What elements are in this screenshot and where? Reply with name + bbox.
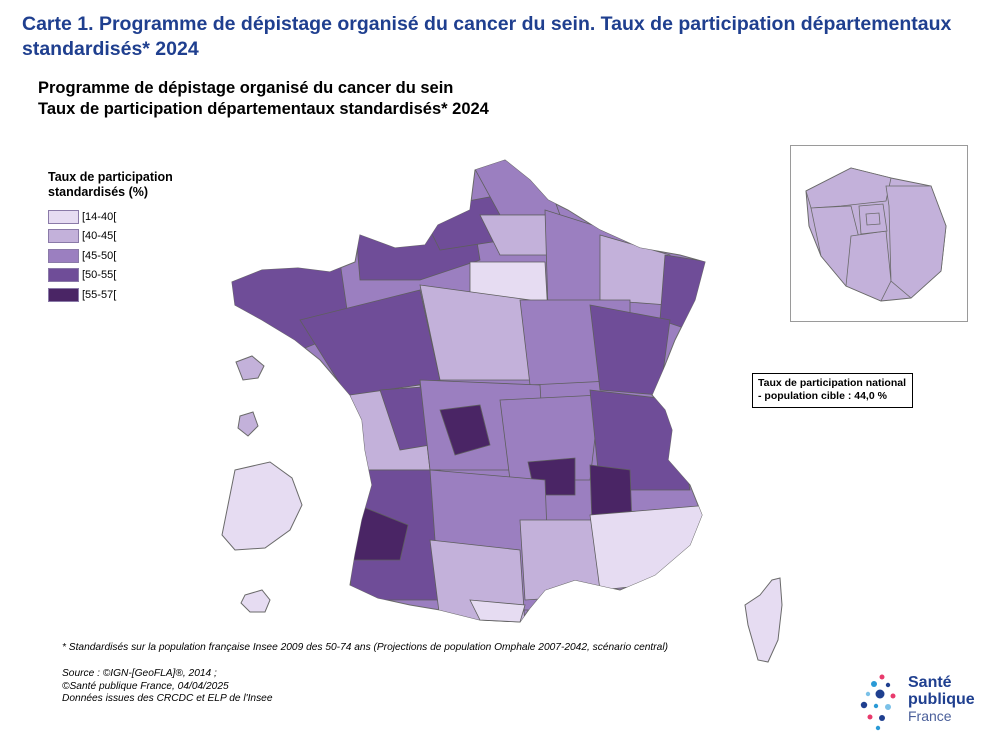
logo-line1: Santé [908,674,952,691]
legend-swatch [48,287,79,302]
legend-label: [45-50[ [82,249,117,262]
dept-haute-vienne [439,404,491,456]
sante-publique-france-logo: Santé publique France [860,672,990,732]
region-rhone-alpes [589,389,691,491]
national-rate-box: Taux de participation national - populat… [752,373,913,408]
legend-item: [14-40[ [48,207,218,227]
logo-dots-icon [860,674,896,731]
ile-de-france-map [805,167,947,302]
footnote: * Standardisés sur la population françai… [62,642,668,653]
source-line3: Données issues des CRCDC et ELP de l'Ins… [62,693,273,704]
logo-text: Santé publique France [908,674,975,725]
idf-seine-et-marne [885,185,947,299]
dept-martinique [237,411,259,437]
map-title-line2: Taux de participation départementaux sta… [38,100,489,118]
legend-label: [50-55[ [82,269,117,282]
dept-corse [744,577,783,663]
legend-item: [45-50[ [48,246,218,266]
legend-swatch [48,268,79,283]
legend-label: [14-40[ [82,210,117,223]
dept-guyane [221,461,303,551]
map-title: Programme de dépistage organisé du cance… [38,78,489,120]
legend-swatch [48,248,79,263]
legend-item: [40-45[ [48,227,218,247]
ile-de-france-inset [790,145,968,322]
legend: Taux de participation standardisés (%) [… [48,170,218,305]
dept-guadeloupe [235,355,265,381]
idf-val-doise [805,167,892,209]
map-title-line1: Programme de dépistage organisé du cance… [38,79,454,97]
region-pyrenees-light [469,599,526,623]
source-note: Source : ©IGN-[GeoFLA]®, 2014 ; ©Santé p… [62,668,273,706]
national-rate-line2: - population cible : 44,0 % [758,390,887,402]
region-languedoc [519,519,601,601]
region-alsace [659,254,705,331]
legend-swatch [48,229,79,244]
legend-label: [55-57[ [82,288,117,301]
legend-item: [50-55[ [48,266,218,286]
legend-title: Taux de participation standardisés (%) [48,170,173,199]
legend-label: [40-45[ [82,230,117,243]
idf-essonne [845,230,892,302]
source-line1: Source : ©IGN-[GeoFLA]®, 2014 ; [62,668,217,679]
legend-swatch [48,209,79,224]
national-rate-line1: Taux de participation national [758,377,906,389]
logo-line2: publique [908,691,975,708]
page-title: Carte 1. Programme de dépistage organisé… [22,13,952,60]
source-line2: ©Santé publique France, 04/04/2025 [62,680,229,692]
region-centre [419,284,541,381]
dept-reunion [240,589,271,613]
idf-paris [865,212,881,226]
logo-line3: France [908,708,952,724]
legend-item: [55-57[ [48,285,218,305]
